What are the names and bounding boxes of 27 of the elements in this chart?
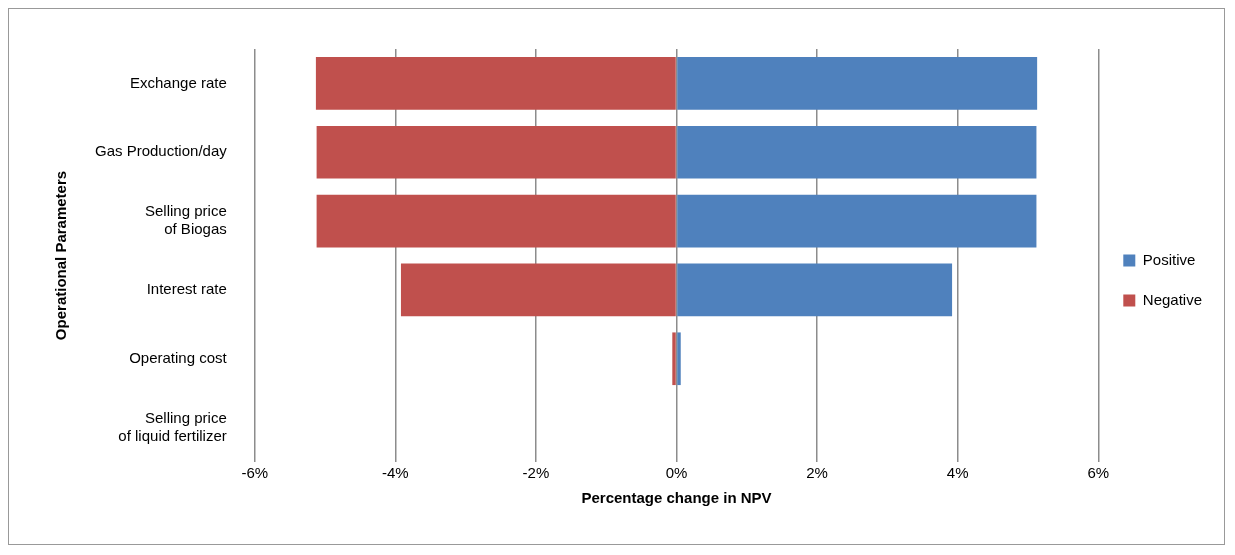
x-tick-label: -6% [241,464,269,482]
bar [677,57,1038,110]
bar [677,332,681,386]
x-axis-title: Percentage change in NPV [581,489,772,507]
x-tick-label: 0% [665,464,688,482]
bar [677,125,1037,179]
legend-label: Positive [1142,250,1196,268]
bar [316,194,676,248]
y-tick-label: Selling price of liquid fertilizer [118,408,227,444]
y-tick-label: Gas Production/day [94,142,228,160]
x-tick-label: 6% [1087,464,1110,482]
bar [677,263,953,317]
y-tick-label: Selling price of Biogas [145,202,227,238]
y-tick-label: Interest rate [146,280,227,298]
y-tick-label: Operating cost [129,348,228,366]
legend-label: Negative [1142,290,1202,308]
bar [400,263,676,317]
bar [672,332,676,386]
bar [316,125,676,179]
y-tick-label: Exchange rate [130,73,227,91]
bar [677,194,1037,248]
bar [315,57,676,110]
x-tick-label: 2% [806,464,828,482]
x-tick-label: -2% [522,464,550,482]
x-tick-label: -4% [381,464,409,482]
y-axis-title: Operational Parameters [52,170,70,341]
x-tick-label: 4% [946,464,969,482]
